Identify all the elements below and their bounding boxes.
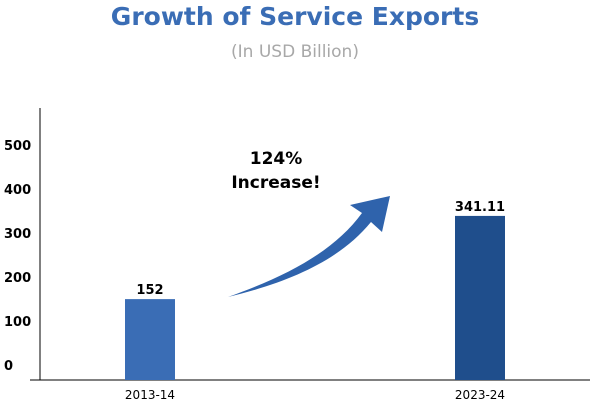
curved-up-arrow-icon [228,196,390,297]
y-axis-ticks: 0 100 200 300 400 500 [4,139,31,374]
y-tick-label: 400 [4,183,31,198]
x-category-label: 2013-14 [125,388,175,402]
annotation-percent: 124% [250,149,303,169]
data-label-2013-14: 152 [136,283,163,298]
y-tick-label: 100 [4,315,31,330]
chart-subtitle: (In USD Billion) [231,42,359,62]
annotation-text: Increase! [231,173,320,193]
x-category-label: 2023-24 [455,388,505,402]
y-tick-label: 300 [4,227,31,242]
data-label-2023-24: 341.11 [455,200,505,215]
data-labels: 152 341.11 [136,200,505,298]
bars [125,215,505,380]
chart-title: Growth of Service Exports [110,2,480,31]
axes [30,108,590,381]
y-tick-label: 200 [4,271,31,286]
bar-2013-14 [125,299,175,380]
bar-2023-24 [455,215,505,380]
y-tick-label: 0 [4,359,13,374]
x-axis-categories: 2013-14 2023-24 [125,388,505,402]
y-tick-label: 500 [4,139,31,154]
